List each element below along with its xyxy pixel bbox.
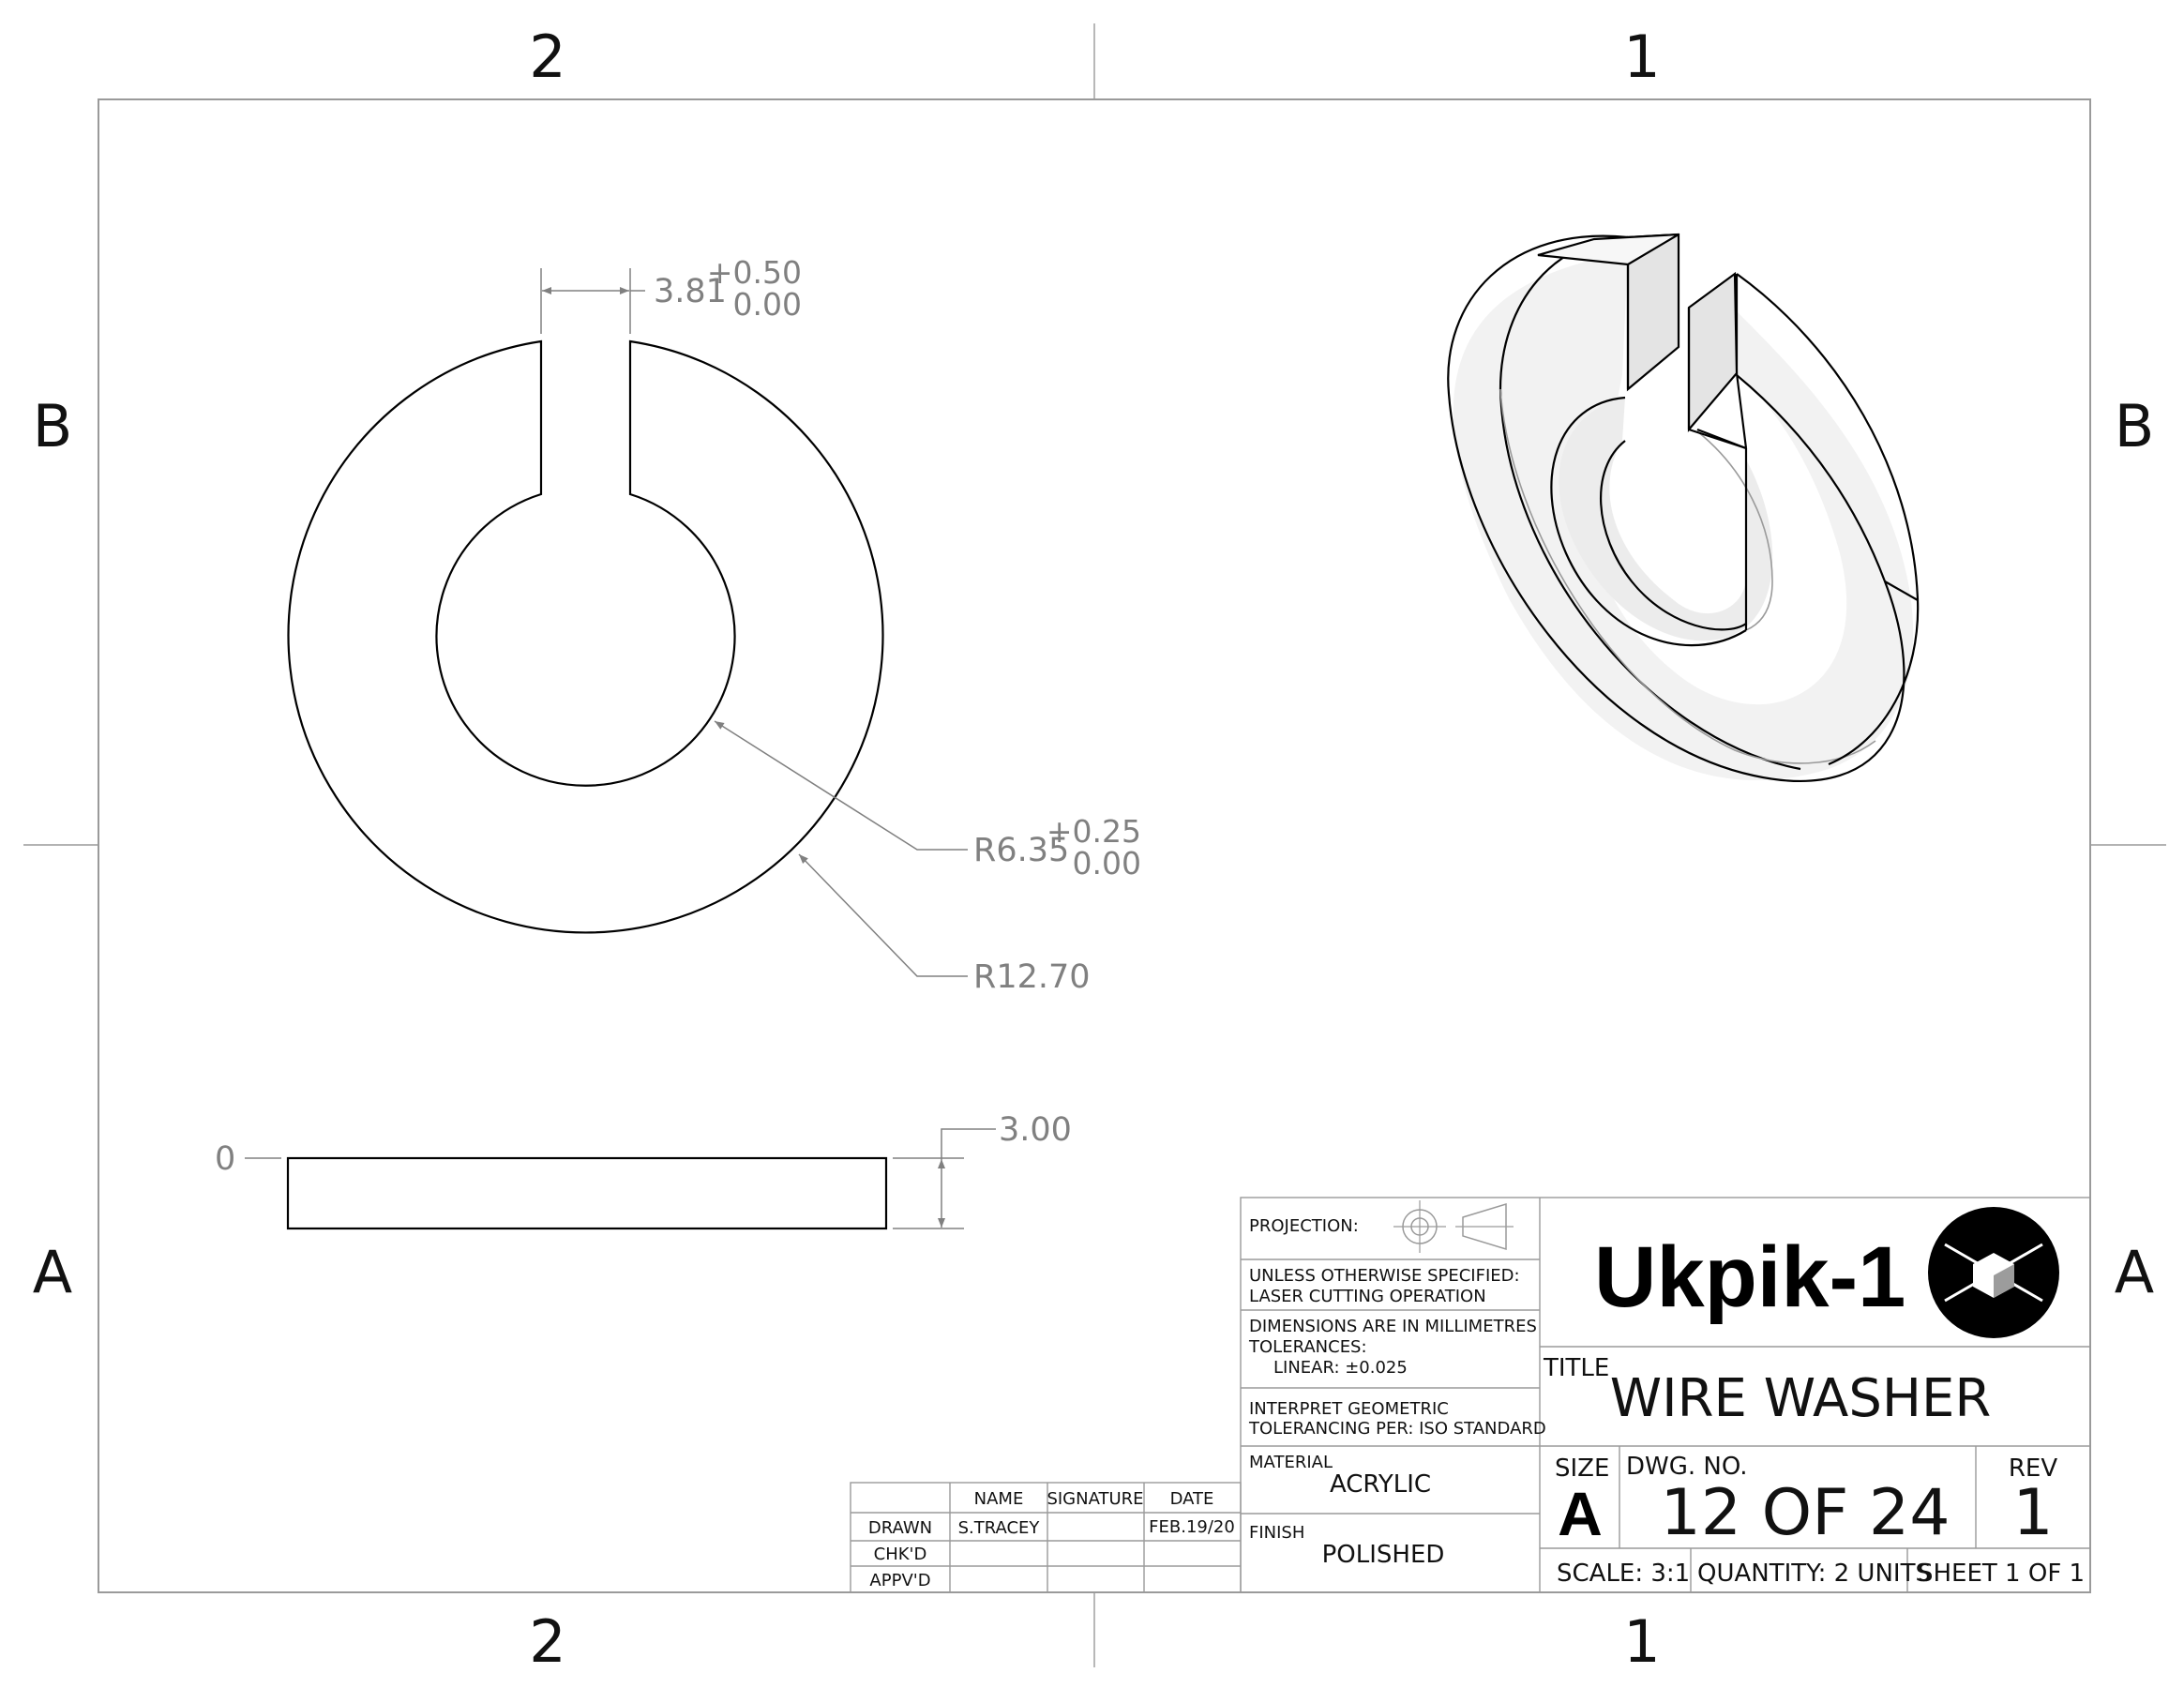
washer-side-outline	[286, 1156, 888, 1230]
datum-zero-label: 0	[215, 1140, 235, 1178]
outer-radius-dimension: R12.70	[973, 958, 1091, 996]
signoff-row-drawn-role: DRAWN	[868, 1518, 932, 1538]
zone-label-bottom-1: 1	[1623, 1607, 1660, 1676]
size-label: SIZE	[1555, 1454, 1609, 1483]
zone-label-top-1: 1	[1623, 23, 1660, 91]
signoff-table: NAME SIGNATURE DATE DRAWN S.TRACEY FEB.1…	[850, 1482, 1242, 1593]
title-label: TITLE	[1543, 1354, 1609, 1382]
iso-slot-face-right	[1687, 271, 1739, 432]
finish-label: FINISH	[1249, 1523, 1304, 1543]
material-value: ACRYLIC	[1330, 1470, 1431, 1499]
drawing-title: WIRE WASHER	[1610, 1368, 1992, 1429]
finish-value: POLISHED	[1322, 1541, 1445, 1569]
dimensions-note-line3: LINEAR: ±0.025	[1273, 1358, 1408, 1378]
material-label: MATERIAL	[1249, 1453, 1333, 1472]
signoff-row-approved-role: APPV'D	[869, 1571, 930, 1590]
inner-radius-tol-plus: +0.25	[1047, 813, 1141, 850]
slot-width-dimension: 3.81	[654, 273, 727, 310]
zone-label-left-b: B	[33, 392, 73, 460]
zone-label-right-b: B	[2115, 392, 2155, 460]
interpret-note-line1: INTERPRET GEOMETRIC	[1249, 1399, 1449, 1419]
unless-specified-line1: UNLESS OTHERWISE SPECIFIED:	[1249, 1266, 1520, 1286]
washer-front-outline	[287, 339, 884, 934]
unless-specified-line2: LASER CUTTING OPERATION	[1249, 1287, 1486, 1306]
sheet-value: SHEET 1 OF 1	[1918, 1560, 2085, 1588]
title-block: PROJECTION: UNLESS OTHERWISE SPECIFIED: …	[1240, 1197, 2091, 1593]
interpret-note-line2: TOLERANCING PER: ISO STANDARD	[1248, 1419, 1546, 1439]
zone-ticks	[23, 23, 2166, 1667]
signoff-header-name: NAME	[974, 1489, 1024, 1509]
zone-label-bottom-2: 2	[529, 1607, 565, 1676]
isometric-view	[1447, 233, 1920, 782]
iso-inner-hole	[1559, 398, 1773, 641]
company-logo-text: Ukpik-1	[1594, 1229, 1905, 1325]
slot-width-tol-minus: 0.00	[733, 286, 802, 323]
signoff-header-signature: SIGNATURE	[1047, 1489, 1143, 1509]
slot-width-tol-plus: +0.50	[707, 254, 802, 291]
zone-label-right-a: A	[2115, 1238, 2154, 1306]
signoff-row-drawn-date: FEB.19/20	[1149, 1517, 1235, 1537]
signoff-header-date: DATE	[1170, 1489, 1214, 1509]
satellite-logo-icon	[1928, 1207, 2059, 1338]
dwg-no-value: 12 OF 24	[1661, 1476, 1951, 1550]
signoff-row-checked-role: CHK'D	[874, 1545, 927, 1564]
zone-label-left-a: A	[33, 1238, 72, 1306]
dimensions-note-line1: DIMENSIONS ARE IN MILLIMETRES	[1249, 1317, 1537, 1336]
zone-label-top-2: 2	[529, 23, 565, 91]
inner-radius-tol-minus: 0.00	[1073, 845, 1141, 882]
scale-value: SCALE: 3:1	[1557, 1560, 1690, 1588]
dimensions-note-line2: TOLERANCES:	[1248, 1337, 1367, 1357]
projection-label: PROJECTION:	[1249, 1216, 1359, 1236]
third-angle-projection-symbol	[1393, 1200, 1514, 1253]
quantity-value: QUANTITY: 2 UNITS	[1697, 1560, 1931, 1588]
iso-rim-shading	[1453, 253, 1914, 780]
inner-radius-dimension: R6.35	[973, 832, 1069, 869]
front-view: 3.81 +0.50 0.00 R6.35 +0.25 0.00 R12.70	[287, 254, 1141, 996]
signoff-row-drawn-name: S.TRACEY	[958, 1518, 1041, 1538]
size-value: A	[1558, 1479, 1603, 1548]
rev-value: 1	[2012, 1476, 2053, 1550]
side-view: 0 3.00	[215, 1111, 1072, 1230]
iso-slot-top-left	[1537, 233, 1679, 266]
thickness-dimension: 3.00	[999, 1111, 1072, 1149]
dwg-no-label: DWG. NO.	[1626, 1453, 1748, 1481]
rev-label: REV	[2009, 1454, 2057, 1483]
